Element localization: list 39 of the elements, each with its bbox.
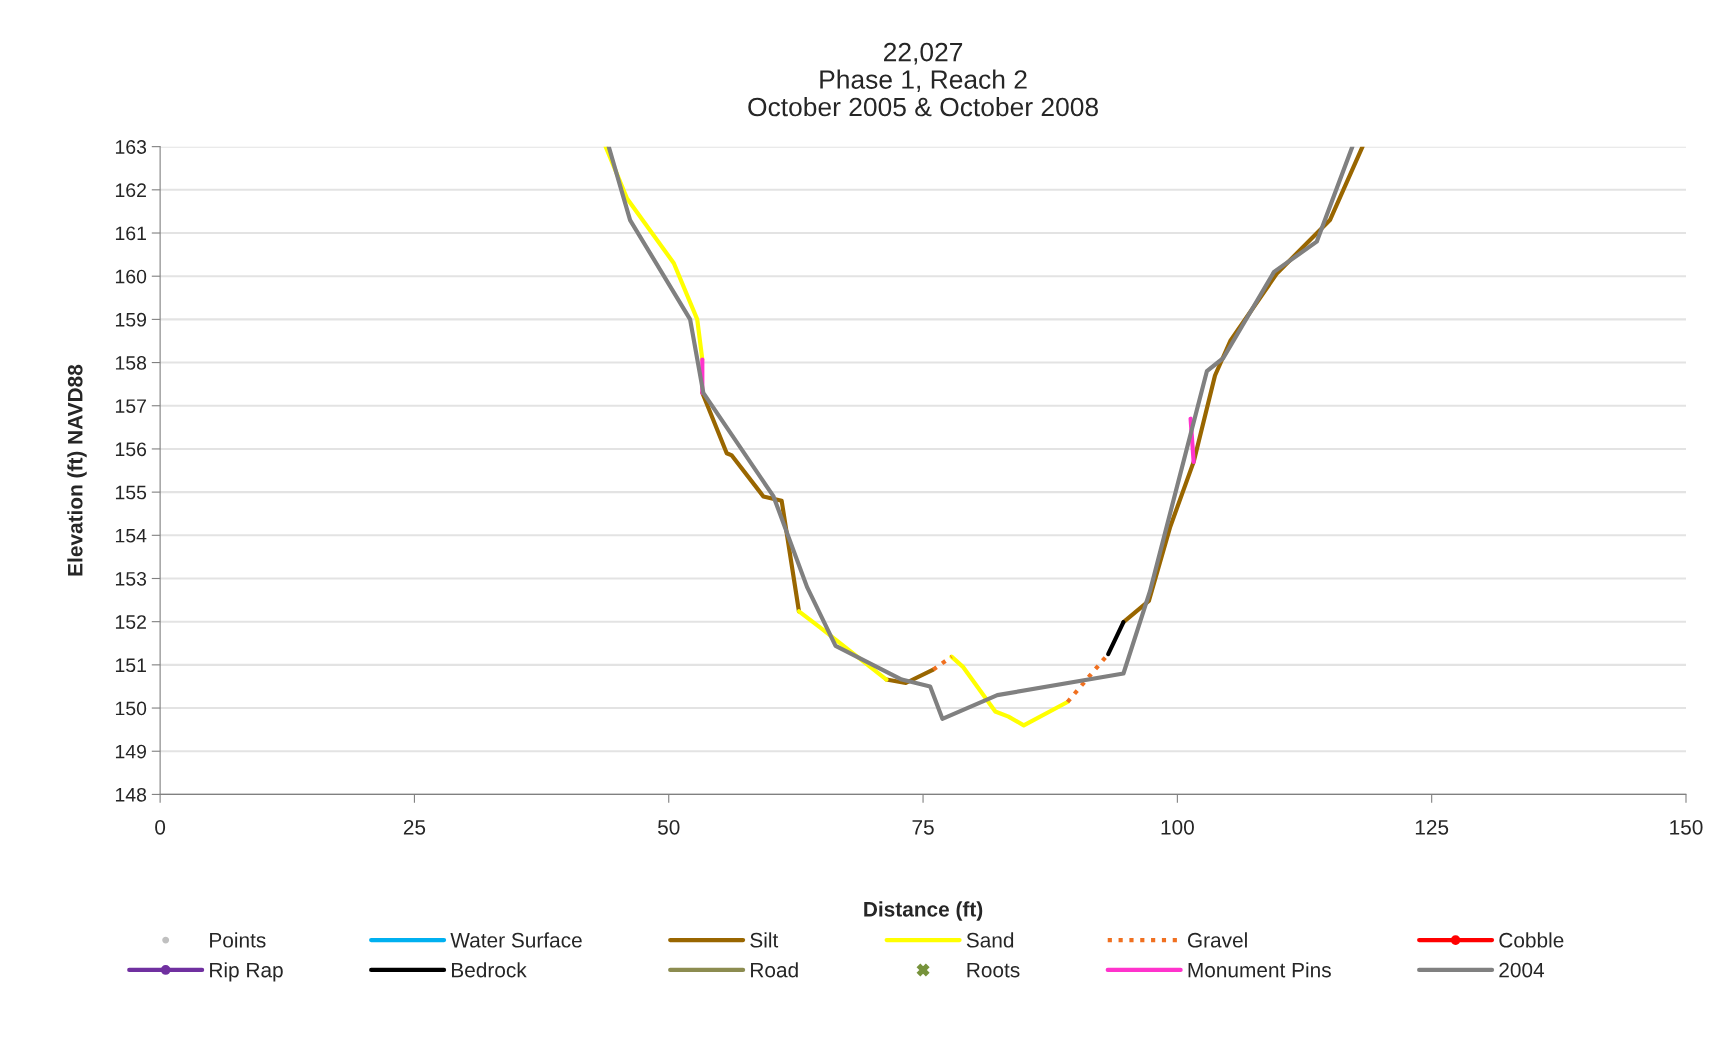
x-tick-label: 25	[403, 819, 426, 835]
y-tick-label: 151	[115, 658, 146, 673]
legend-label: Silt	[750, 932, 779, 948]
x-tick-label: 150	[1670, 819, 1703, 835]
y-tick-label: 155	[115, 485, 147, 500]
x-tick-label: 100	[1161, 819, 1194, 835]
legend-label: Bedrock	[452, 962, 527, 978]
y-tick-label: 157	[115, 399, 146, 413]
y-axis-title: Elevation (ft) NAVD88	[67, 364, 87, 576]
legend-label: Points	[210, 932, 266, 948]
y-tick-label: 148	[115, 787, 147, 802]
y-tick-label: 153	[115, 571, 147, 586]
chart-title: 22,027 Phase 1, Reach 2 October 2005 & October 2008	[748, 42, 1098, 117]
line-series	[606, 146, 1355, 721]
legend-label: Gravel	[1187, 932, 1247, 948]
y-tick-label: 150	[115, 701, 147, 716]
x-tick-label: 125	[1415, 819, 1449, 835]
legend-label: Road	[751, 962, 798, 978]
y-tick-label: 162	[115, 183, 146, 198]
y-tick-label: 160	[115, 269, 147, 284]
y-tick-label: 163	[115, 140, 147, 154]
x-tick-label: 0	[155, 819, 166, 835]
y-tick-label: 152	[115, 615, 146, 629]
legend-label: Sand	[966, 932, 1014, 948]
x-axis-title: Distance (ft)	[864, 901, 983, 921]
y-tick-label: 161	[115, 226, 146, 241]
y-tick-label: 149	[115, 744, 146, 759]
legend-label: Roots	[967, 962, 1020, 978]
y-tick-label: 159	[115, 312, 146, 327]
y-tick-label: 158	[115, 356, 147, 370]
legend-label: Water Surface	[450, 932, 582, 948]
legend-label: Cobble	[1499, 932, 1564, 948]
x-tick-label: 50	[657, 819, 680, 835]
legend-label: Rip Rap	[210, 962, 283, 982]
legend-label: Monument Pins	[1188, 962, 1331, 978]
y-tick-label: 154	[115, 528, 147, 543]
x-tick-label: 75	[912, 820, 934, 835]
y-tick-label: 156	[115, 442, 147, 457]
legend-label: 2004	[1499, 962, 1545, 978]
